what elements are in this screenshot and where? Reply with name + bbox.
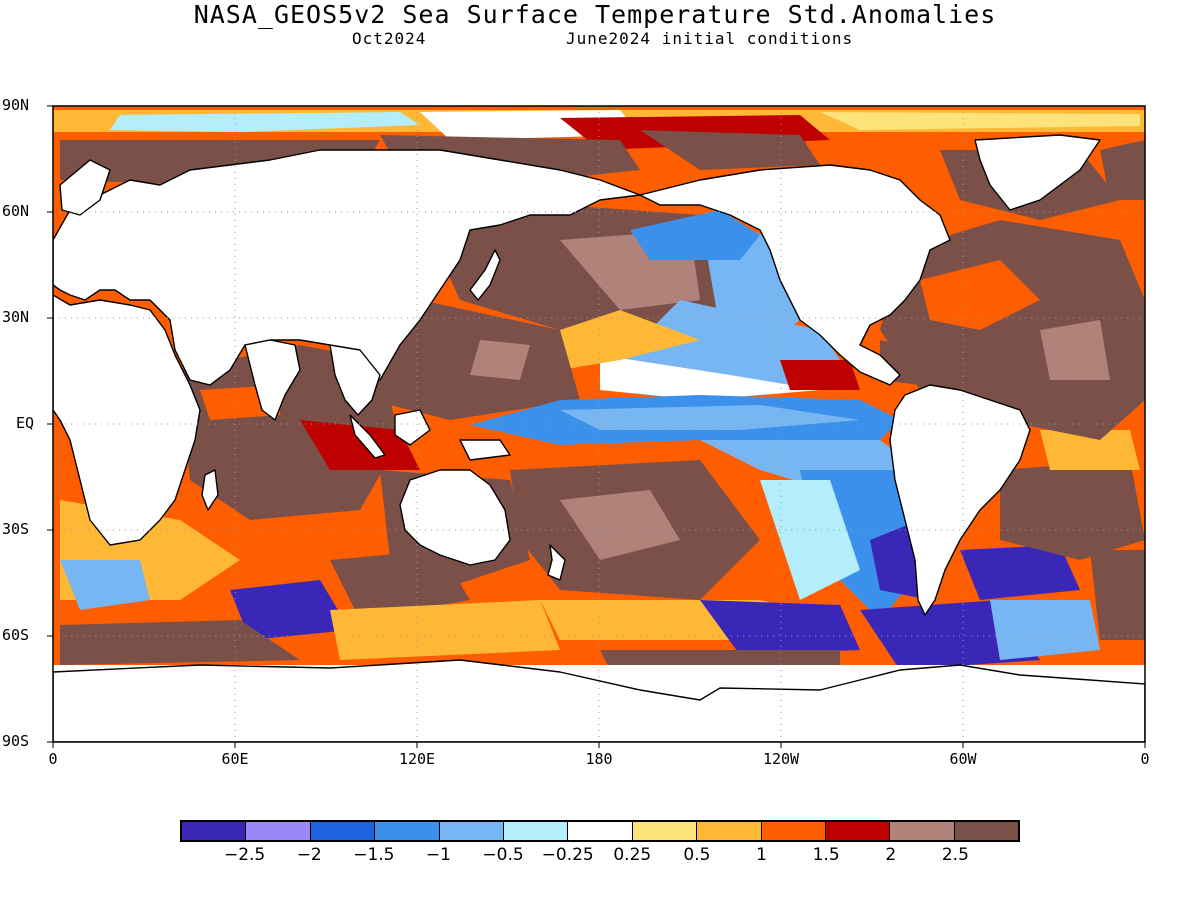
legend-swatch bbox=[439, 822, 504, 840]
lat-label-30s: 30S bbox=[2, 520, 30, 538]
legend-label: 0.25 bbox=[613, 845, 652, 865]
legend-swatch bbox=[632, 822, 698, 840]
forecast-month: Oct2024 bbox=[352, 29, 427, 48]
land-africa bbox=[53, 294, 201, 546]
lon-label-120w: 120W bbox=[762, 750, 800, 768]
legend-label: 1.5 bbox=[812, 845, 840, 865]
legend-label: 1 bbox=[756, 845, 767, 865]
land-india bbox=[244, 339, 301, 421]
legend-swatch bbox=[825, 822, 891, 840]
legend-swatch bbox=[568, 822, 633, 840]
legend-label: 2 bbox=[885, 845, 897, 865]
legend-swatch bbox=[375, 822, 440, 840]
land-seasia bbox=[329, 344, 381, 416]
land-sumatra bbox=[349, 414, 386, 459]
legend-swatch bbox=[246, 822, 311, 840]
lon-label-180: 180 bbox=[585, 750, 613, 768]
legend-label: −0.5 bbox=[482, 845, 524, 865]
color-legend bbox=[180, 820, 1020, 842]
lon-label-0-end: 0 bbox=[1140, 750, 1150, 768]
legend-swatch bbox=[761, 822, 826, 840]
sst-anomaly-map bbox=[47, 105, 1146, 748]
lat-lon-grid bbox=[53, 106, 1145, 742]
land-masses bbox=[53, 134, 1145, 742]
land-south-america bbox=[889, 384, 1031, 616]
map-title: NASA_GEOS5v2 Sea Surface Temperature Std… bbox=[193, 0, 997, 29]
legend-swatch bbox=[182, 822, 247, 840]
legend-label: 2.5 bbox=[941, 845, 969, 865]
land-madagascar bbox=[201, 469, 219, 511]
lon-label-120e: 120E bbox=[398, 750, 436, 768]
land-scandinavia bbox=[59, 159, 111, 216]
land-greenland bbox=[974, 134, 1101, 211]
axis-ticks bbox=[47, 105, 1146, 748]
lat-label-30n: 30N bbox=[2, 308, 30, 326]
legend-label: 0.5 bbox=[683, 845, 711, 865]
lat-label-90n: 90N bbox=[2, 96, 30, 114]
legend-swatch bbox=[697, 822, 762, 840]
legend-swatch bbox=[503, 822, 569, 840]
legend-swatch bbox=[890, 822, 955, 840]
land-newguinea bbox=[459, 439, 511, 461]
legend-swatch bbox=[310, 822, 376, 840]
initial-conditions: June2024 initial conditions bbox=[566, 29, 854, 48]
lat-label-eq: EQ bbox=[16, 414, 35, 432]
lat-label-60n: 60N bbox=[2, 202, 30, 220]
land-antarctica bbox=[53, 659, 1145, 742]
land-australia bbox=[399, 469, 511, 566]
land-japan bbox=[469, 249, 501, 301]
legend-label: −1 bbox=[425, 845, 451, 865]
legend-label: −2 bbox=[296, 845, 322, 865]
land-borneo bbox=[394, 409, 431, 446]
lat-label-60s: 60S bbox=[2, 626, 30, 644]
lon-label-0: 0 bbox=[48, 750, 58, 768]
lon-label-60w: 60W bbox=[949, 750, 977, 768]
land-newzealand bbox=[547, 544, 566, 581]
legend-label: −1.5 bbox=[353, 845, 395, 865]
lat-label-90s: 90S bbox=[2, 732, 30, 750]
land-eurasia bbox=[53, 149, 641, 386]
legend-label: −2.5 bbox=[223, 845, 266, 865]
lon-label-60e: 60E bbox=[221, 750, 249, 768]
land-north-america bbox=[639, 164, 951, 386]
legend-label: −0.25 bbox=[541, 845, 594, 865]
legend-swatch bbox=[954, 822, 1019, 840]
